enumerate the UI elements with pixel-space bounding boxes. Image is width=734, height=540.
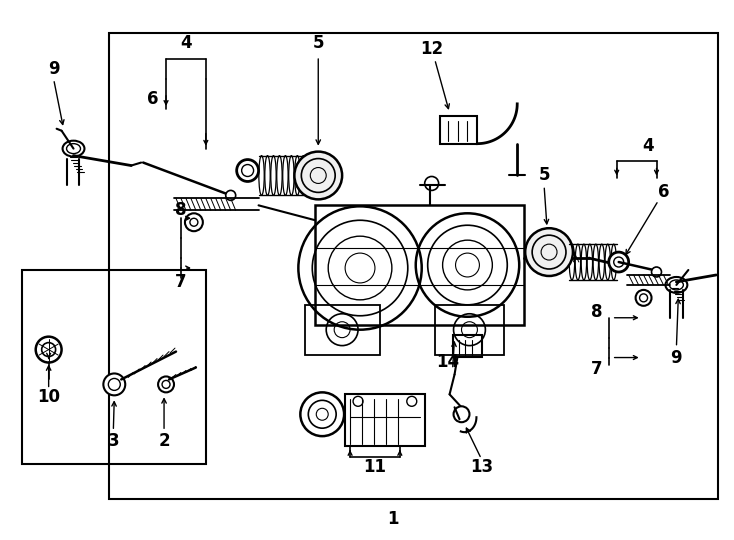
Text: 7: 7 <box>175 273 186 291</box>
Text: 5: 5 <box>538 166 550 185</box>
Text: 2: 2 <box>159 432 170 450</box>
Text: 3: 3 <box>107 432 119 450</box>
Bar <box>22 270 206 464</box>
Bar <box>345 394 425 446</box>
Text: 13: 13 <box>470 458 493 476</box>
Bar <box>305 305 380 355</box>
Text: 1: 1 <box>387 510 399 528</box>
Ellipse shape <box>666 277 687 293</box>
Text: 6: 6 <box>658 184 669 201</box>
Circle shape <box>300 393 344 436</box>
Circle shape <box>226 191 236 200</box>
Circle shape <box>608 252 628 272</box>
Circle shape <box>236 160 258 181</box>
Circle shape <box>294 152 342 199</box>
Ellipse shape <box>62 140 84 157</box>
Bar <box>316 205 524 325</box>
Circle shape <box>103 374 126 395</box>
Circle shape <box>526 228 573 276</box>
Bar <box>440 116 477 144</box>
Bar <box>109 33 718 499</box>
Text: 9: 9 <box>48 60 59 78</box>
Circle shape <box>158 376 174 393</box>
Text: 9: 9 <box>671 348 682 367</box>
Text: 8: 8 <box>591 303 603 321</box>
Circle shape <box>36 336 62 362</box>
Text: 4: 4 <box>643 137 654 154</box>
Text: 14: 14 <box>436 353 459 370</box>
Circle shape <box>652 267 661 277</box>
Circle shape <box>636 290 652 306</box>
Text: 6: 6 <box>148 90 159 108</box>
Text: 12: 12 <box>420 40 443 58</box>
Text: 4: 4 <box>180 34 192 52</box>
Bar <box>453 335 482 356</box>
Circle shape <box>185 213 203 231</box>
Bar <box>435 305 504 355</box>
Text: 5: 5 <box>313 34 324 52</box>
Text: 8: 8 <box>175 201 186 219</box>
Text: 10: 10 <box>37 388 60 406</box>
Text: 7: 7 <box>591 361 603 379</box>
Text: 11: 11 <box>363 458 387 476</box>
Circle shape <box>454 406 470 422</box>
